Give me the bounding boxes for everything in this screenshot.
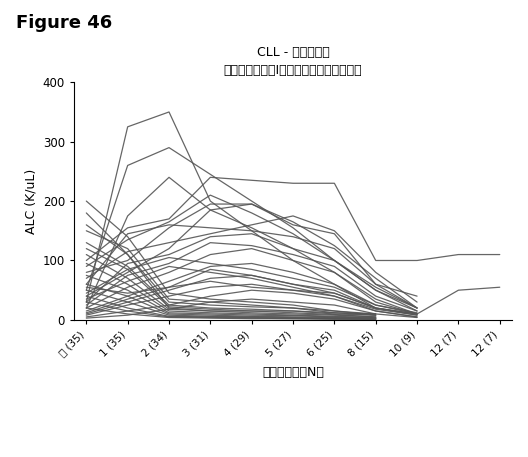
Text: Figure 46: Figure 46: [16, 14, 112, 32]
X-axis label: サイクル　（N）: サイクル （N）: [262, 367, 324, 379]
Y-axis label: ALC (K/uL): ALC (K/uL): [24, 169, 37, 234]
Title: CLL - リンパ球数
（単独薬剤の式Iの化合物－別途の研究）: CLL - リンパ球数 （単独薬剤の式Iの化合物－別途の研究）: [224, 46, 362, 77]
